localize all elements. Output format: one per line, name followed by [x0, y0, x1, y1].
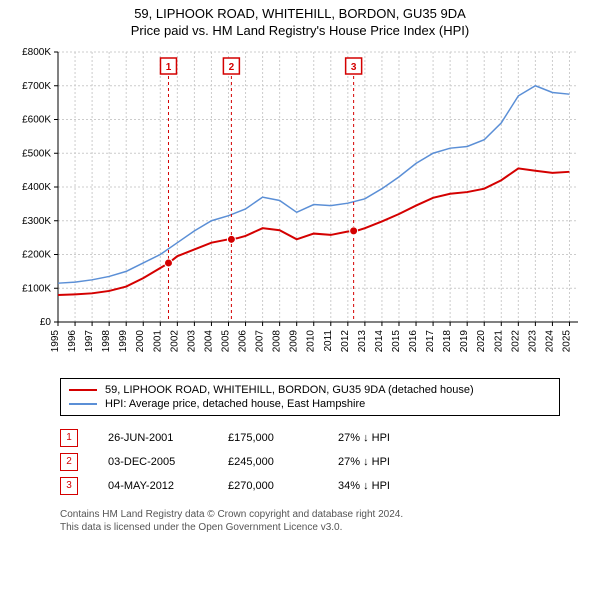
sale-row-1: 1 26-JUN-2001 £175,000 27% ↓ HPI	[60, 426, 560, 450]
legend-swatch	[69, 389, 97, 391]
sale-diff: 27% ↓ HPI	[338, 432, 458, 444]
svg-text:2018: 2018	[442, 329, 453, 352]
svg-text:2007: 2007	[255, 329, 266, 352]
svg-text:2001: 2001	[152, 329, 163, 352]
svg-text:2005: 2005	[220, 329, 231, 352]
sale-marker-2: 2	[60, 453, 78, 471]
svg-text:2019: 2019	[459, 329, 470, 352]
svg-text:2003: 2003	[186, 329, 197, 352]
svg-text:2008: 2008	[272, 329, 283, 352]
sale-price: £270,000	[228, 480, 308, 492]
svg-text:£400K: £400K	[22, 182, 51, 193]
svg-text:2022: 2022	[510, 329, 521, 352]
sale-price: £245,000	[228, 456, 308, 468]
svg-text:2024: 2024	[544, 329, 555, 352]
sale-marker-dot-1	[164, 259, 172, 267]
sale-price: £175,000	[228, 432, 308, 444]
footer-line-2: This data is licensed under the Open Gov…	[60, 521, 560, 534]
svg-text:3: 3	[351, 62, 357, 73]
svg-text:2010: 2010	[306, 329, 317, 352]
svg-text:2011: 2011	[323, 329, 334, 351]
chart-titles: 59, LIPHOOK ROAD, WHITEHILL, BORDON, GU3…	[0, 0, 600, 42]
chart-container: 59, LIPHOOK ROAD, WHITEHILL, BORDON, GU3…	[0, 0, 600, 534]
legend-row-0: 59, LIPHOOK ROAD, WHITEHILL, BORDON, GU3…	[69, 383, 551, 397]
svg-text:1995: 1995	[50, 329, 61, 352]
legend-row-1: HPI: Average price, detached house, East…	[69, 397, 551, 411]
svg-text:2015: 2015	[391, 329, 402, 352]
attribution-footer: Contains HM Land Registry data © Crown c…	[60, 508, 560, 534]
sale-date: 26-JUN-2001	[108, 432, 198, 444]
svg-text:1998: 1998	[101, 329, 112, 352]
price-chart-svg: £0 £100K £200K £300K £400K £500K £600K £700K £80…	[0, 42, 600, 372]
svg-text:2004: 2004	[203, 329, 214, 352]
footer-line-1: Contains HM Land Registry data © Crown c…	[60, 508, 560, 521]
sale-row-2: 2 03-DEC-2005 £245,000 27% ↓ HPI	[60, 450, 560, 474]
sale-marker-1: 1	[60, 429, 78, 447]
sale-date: 04-MAY-2012	[108, 480, 198, 492]
svg-text:1996: 1996	[67, 329, 78, 352]
sale-diff: 34% ↓ HPI	[338, 480, 458, 492]
svg-text:2016: 2016	[408, 329, 419, 352]
svg-text:2013: 2013	[357, 329, 368, 352]
svg-text:2006: 2006	[238, 329, 249, 352]
svg-text:£600K: £600K	[22, 114, 51, 125]
title-address: 59, LIPHOOK ROAD, WHITEHILL, BORDON, GU3…	[0, 6, 600, 23]
title-subtitle: Price paid vs. HM Land Registry's House …	[0, 23, 600, 40]
svg-text:2023: 2023	[527, 329, 538, 352]
svg-text:2: 2	[229, 62, 235, 73]
svg-text:£200K: £200K	[22, 249, 51, 260]
legend-label: HPI: Average price, detached house, East…	[105, 398, 365, 410]
svg-text:£700K: £700K	[22, 81, 51, 92]
sales-table: 1 26-JUN-2001 £175,000 27% ↓ HPI 2 03-DEC-200…	[60, 426, 560, 498]
sale-date: 03-DEC-2005	[108, 456, 198, 468]
sale-marker-3: 3	[60, 477, 78, 495]
legend-swatch	[69, 403, 97, 405]
svg-text:2000: 2000	[135, 329, 146, 352]
svg-text:1: 1	[166, 62, 172, 73]
svg-text:1999: 1999	[118, 329, 129, 352]
legend: 59, LIPHOOK ROAD, WHITEHILL, BORDON, GU3…	[60, 378, 560, 416]
sale-marker-dot-2	[227, 235, 235, 243]
svg-text:2014: 2014	[374, 329, 385, 352]
svg-text:2025: 2025	[561, 329, 572, 352]
svg-text:£100K: £100K	[22, 283, 51, 294]
svg-text:2009: 2009	[289, 329, 300, 352]
sale-row-3: 3 04-MAY-2012 £270,000 34% ↓ HPI	[60, 474, 560, 498]
svg-text:2002: 2002	[169, 329, 180, 352]
svg-text:2012: 2012	[340, 329, 351, 352]
svg-text:£500K: £500K	[22, 148, 51, 159]
svg-text:2017: 2017	[425, 329, 436, 352]
svg-text:£800K: £800K	[22, 47, 51, 58]
svg-text:2021: 2021	[493, 329, 504, 352]
sale-marker-dot-3	[350, 227, 358, 235]
sale-diff: 27% ↓ HPI	[338, 456, 458, 468]
legend-label: 59, LIPHOOK ROAD, WHITEHILL, BORDON, GU3…	[105, 384, 474, 396]
svg-text:1997: 1997	[84, 329, 95, 352]
svg-text:£300K: £300K	[22, 216, 51, 227]
svg-text:£0: £0	[40, 317, 52, 328]
svg-text:2020: 2020	[476, 329, 487, 352]
chart-plot-area: £0 £100K £200K £300K £400K £500K £600K £700K £80…	[0, 42, 600, 372]
